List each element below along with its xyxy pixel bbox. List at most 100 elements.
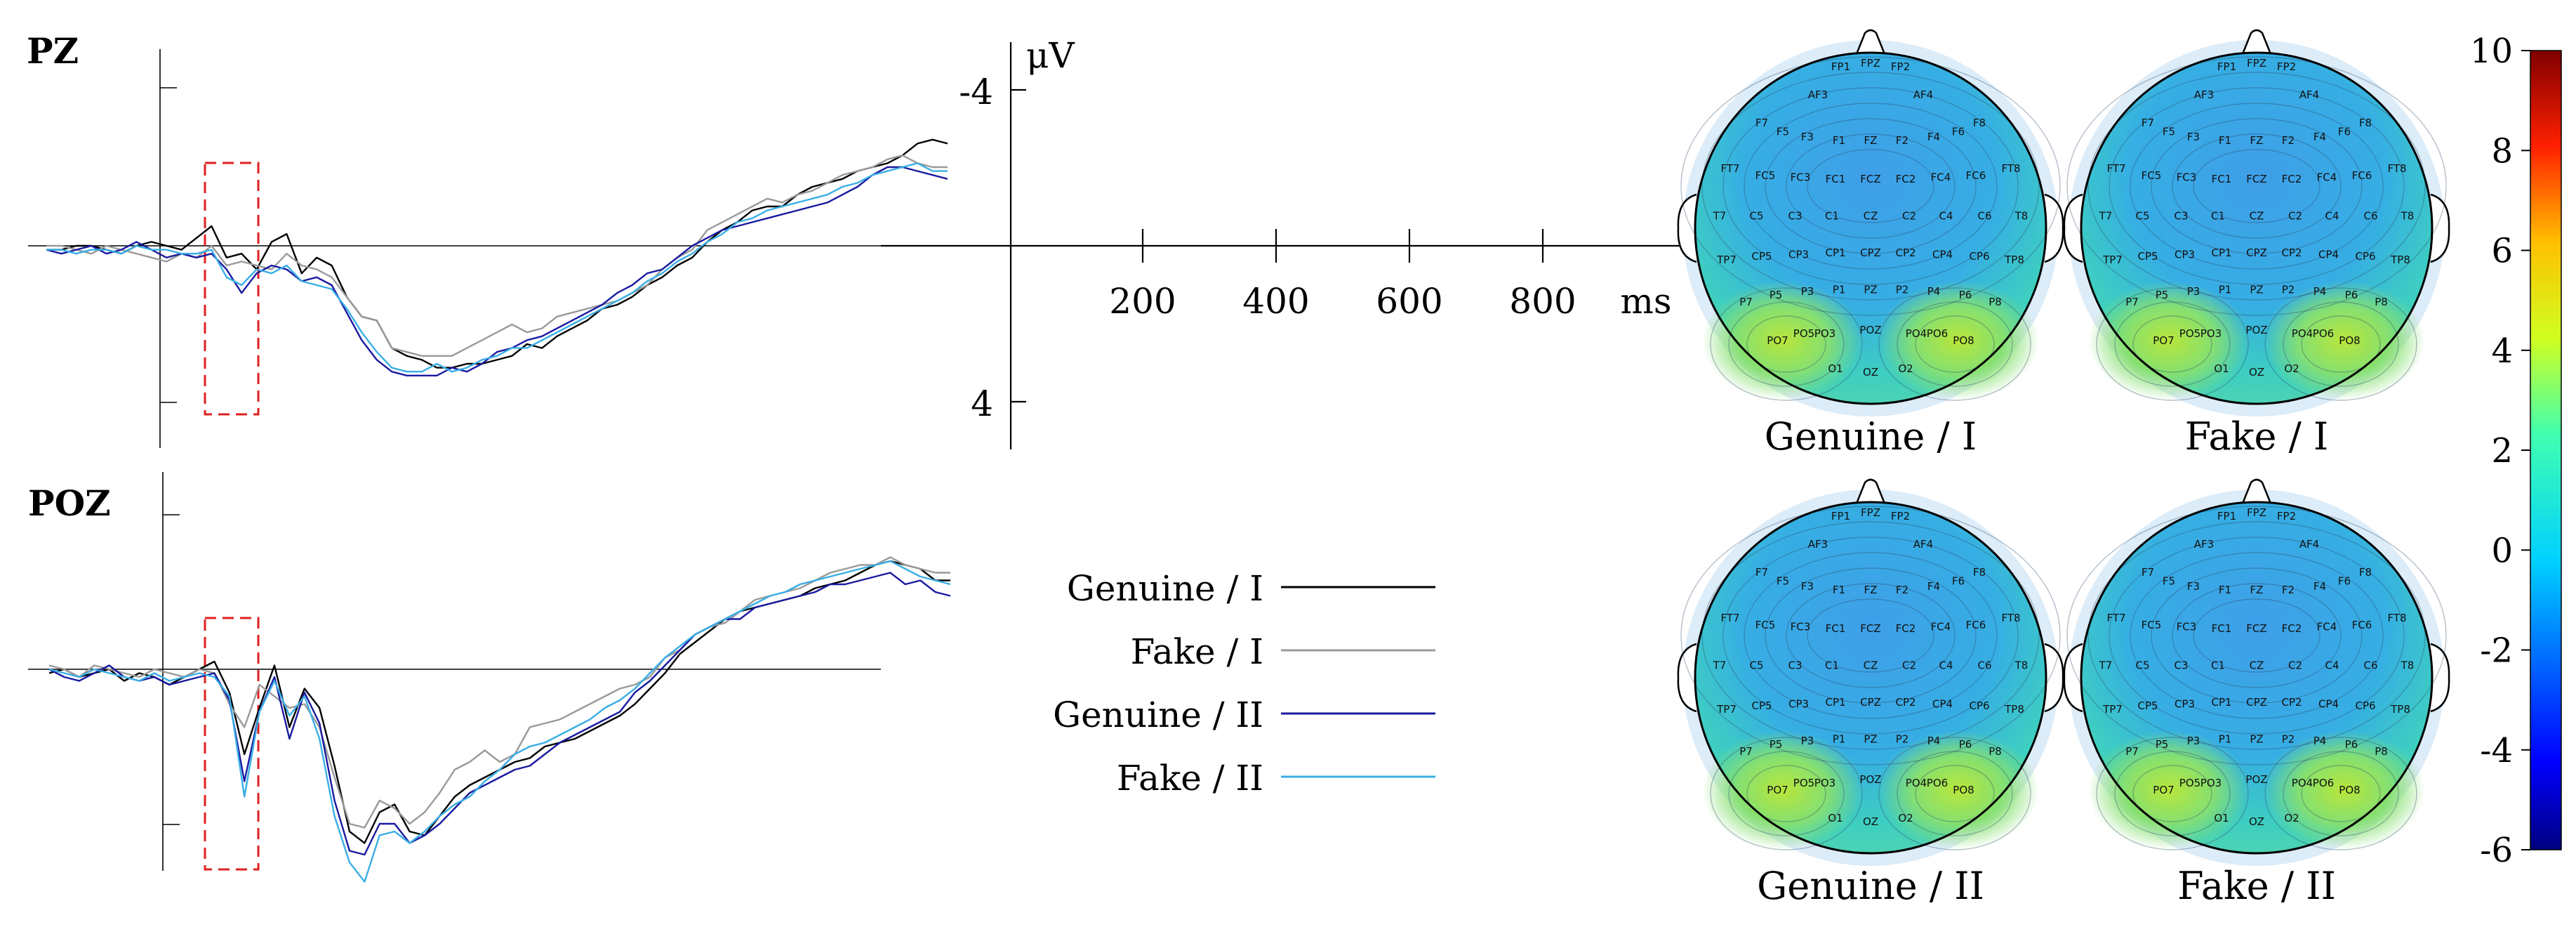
contour-line	[1728, 751, 1845, 836]
contour-line	[2264, 737, 2417, 850]
electrode-label-o2: O2	[2284, 362, 2299, 375]
electrode-label-tp8: TP8	[2390, 254, 2410, 266]
colorbar-gradient	[2530, 50, 2562, 850]
topo-map-0: FP1 FPZ FP2 AF3 AF4 F7 F5 F3 F1 FZ F2 F4 F6 F8 FT7 FC5 F…	[1677, 29, 2064, 416]
electrode-label-f5: F5	[1777, 126, 1789, 138]
electrode-label-fz: FZ	[1864, 584, 1878, 596]
electrode-label-p1: P1	[2219, 733, 2232, 746]
erp-series-poz-0	[48, 560, 950, 844]
electrode-label-p1: P1	[2219, 284, 2232, 296]
topo-label-genuine-i: Genuine / I	[1765, 414, 1977, 459]
electrode-label-fc2: FC2	[2282, 622, 2302, 635]
electrode-label-oz: OZ	[2249, 366, 2264, 379]
electrode-label-fpz: FPZ	[1861, 57, 1880, 70]
electrode-label-f8: F8	[1973, 117, 1986, 129]
left-ear-outline	[2063, 643, 2083, 713]
electrode-label-cp6: CP6	[1969, 699, 1989, 712]
electrode-label-fz: FZ	[2250, 584, 2264, 596]
contour-line	[1786, 133, 1956, 239]
contour-line	[2087, 521, 2426, 750]
electrode-label-cp1: CP1	[1825, 246, 1845, 259]
electrode-label-oz: OZ	[1863, 815, 1878, 828]
electrode-label-f2: F2	[2282, 134, 2295, 147]
electrode-label-p3: P3	[2187, 285, 2200, 298]
electrode-label-po7: PO7	[1767, 784, 1788, 796]
legend-label-fake-i: Fake / I	[1131, 631, 1263, 672]
electrode-label-af3: AF3	[1808, 538, 1828, 551]
electrode-label-ft8: FT8	[2387, 162, 2406, 175]
contour-line	[2264, 287, 2417, 401]
electrode-label-po6: PO6	[2313, 327, 2334, 340]
left-parieto-occipital-focus	[1702, 730, 1864, 850]
electrode-label-p5: P5	[2156, 738, 2169, 751]
electrode-label-fc3: FC3	[2177, 621, 2197, 633]
electrode-label-poz: POZ	[2245, 773, 2267, 786]
electrode-label-o1: O1	[2214, 362, 2229, 375]
electrode-label-fc3: FC3	[1791, 171, 1811, 184]
electrode-label-p2: P2	[1896, 733, 1909, 746]
electrode-label-fc5: FC5	[2142, 619, 2162, 631]
contour-line	[1701, 72, 2040, 301]
contour-line	[2172, 133, 2342, 239]
topographic-maps: FP1 FPZ FP2 AF3 AF4 F7 F5 F3 F1 FZ F2 F4 F6 F8 FT7 FC5 F…	[1677, 29, 2450, 866]
electrode-label-c4: C4	[1939, 210, 1953, 223]
key-x-tick-label-400: 400	[1242, 281, 1309, 322]
electrode-label-c2: C2	[2288, 659, 2302, 672]
electrode-label-p4: P4	[1927, 735, 1941, 747]
key-x-tick-label-200: 200	[1109, 281, 1176, 322]
electrode-label-p8: P8	[2375, 745, 2388, 758]
contour-line	[2172, 583, 2342, 688]
electrode-label-po7: PO7	[2153, 784, 2174, 796]
electrode-label-f3: F3	[1801, 580, 1814, 593]
electrode-label-po7: PO7	[1767, 334, 1788, 347]
axis-scale-key: -4 4 μV 200 400 600 800 ms	[881, 35, 1685, 449]
electrode-label-fcz: FCZ	[2246, 173, 2266, 185]
legend-label-fake-ii: Fake / II	[1117, 758, 1263, 798]
electrode-label-f5: F5	[2163, 126, 2175, 138]
contour-line	[1897, 301, 2013, 387]
electrode-label-c5: C5	[1749, 210, 1763, 223]
electrode-label-cp4: CP4	[2318, 249, 2339, 261]
electrode-label-o2: O2	[1898, 362, 1913, 375]
electrode-label-c6: C6	[2363, 659, 2377, 672]
contour-line	[2193, 149, 2321, 223]
electrode-label-tp8: TP8	[2004, 703, 2024, 716]
electrode-label-f1: F1	[1833, 134, 1845, 147]
electrode-label-c6: C6	[1977, 659, 1991, 672]
colorbar-tick-label: 0	[2491, 531, 2513, 570]
electrode-label-fcz: FCZ	[2246, 622, 2266, 635]
contour-line	[1744, 103, 1998, 270]
contour-line	[1722, 87, 2019, 285]
contour-line	[1878, 737, 2031, 850]
electrode-label-p5: P5	[1770, 289, 1783, 301]
electrode-label-cp4: CP4	[2318, 698, 2339, 711]
electrode-label-o1: O1	[1828, 812, 1843, 824]
electrode-label-cpz: CPZ	[2246, 696, 2267, 709]
electrode-label-ft8: FT8	[2001, 612, 2020, 624]
electrode-label-fc6: FC6	[2352, 169, 2372, 182]
contour-line	[2193, 598, 2321, 673]
contour-line	[2132, 315, 2212, 373]
right-parieto-occipital-focus	[1878, 730, 2039, 850]
key-x-tick-label-800: 800	[1509, 281, 1576, 322]
electrode-label-p2: P2	[1896, 284, 1909, 296]
electrode-label-fpz: FPZ	[2247, 57, 2266, 70]
contour-line	[2114, 301, 2231, 387]
electrode-label-fc4: FC4	[1931, 621, 1951, 633]
electrode-label-cp1: CP1	[2211, 696, 2231, 709]
electrode-label-ft8: FT8	[2001, 162, 2020, 175]
electrode-label-cpz: CPZ	[1860, 696, 1881, 709]
electrode-label-cz: CZ	[1864, 210, 1878, 223]
electrode-label-p4: P4	[1927, 285, 1941, 298]
electrode-label-cz: CZ	[1864, 659, 1878, 672]
highlight-window-pz	[204, 162, 260, 416]
electrode-label-t7: T7	[1713, 659, 1727, 672]
electrode-label-fc2: FC2	[2282, 173, 2302, 185]
electrode-label-fp1: FP1	[1831, 60, 1850, 73]
electrode-label-tp8: TP8	[2390, 703, 2410, 716]
contour-line	[2066, 506, 2447, 765]
electrode-label-p3: P3	[2187, 735, 2200, 747]
electrode-label-cz: CZ	[2250, 210, 2264, 223]
electrode-label-fc5: FC5	[1755, 619, 1776, 631]
electrode-label-fc2: FC2	[1896, 622, 1916, 635]
